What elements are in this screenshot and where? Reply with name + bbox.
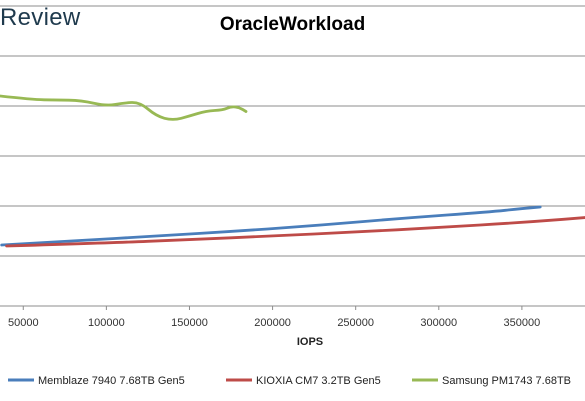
x-tick-label-4: 250000	[337, 317, 374, 329]
x-tick-label-3: 200000	[254, 317, 291, 329]
x-tick-label-5: 300000	[420, 317, 457, 329]
series-line-1	[5, 216, 585, 248]
brand-logo-text: Review	[0, 4, 81, 31]
x-tick-label-2: 150000	[171, 317, 208, 329]
x-tick-label-0: 50000	[8, 317, 39, 329]
x-tick-label-1: 100000	[88, 317, 125, 329]
x-axis: 50000 100000 150000 200000 250000 300000 35000…	[0, 305, 585, 329]
gridlines	[0, 5, 585, 257]
x-axis-label: IOPS	[297, 336, 323, 348]
legend-label-2: Samsung PM1743 7.68TB	[442, 375, 571, 387]
x-tick-label-6: 350000	[504, 317, 541, 329]
series-line-2	[0, 94, 248, 121]
chart-title: OracleWorkload	[219, 14, 366, 35]
legend-label-0: Memblaze 7940 7.68TB Gen5	[38, 375, 185, 387]
legend: Memblaze 7940 7.68TB Gen5 KIOXIA CM7 3.2T…	[8, 375, 571, 387]
series-line-0	[0, 205, 542, 247]
legend-label-1: KIOXIA CM7 3.2TB Gen5	[256, 375, 381, 387]
series-lines	[0, 94, 585, 248]
